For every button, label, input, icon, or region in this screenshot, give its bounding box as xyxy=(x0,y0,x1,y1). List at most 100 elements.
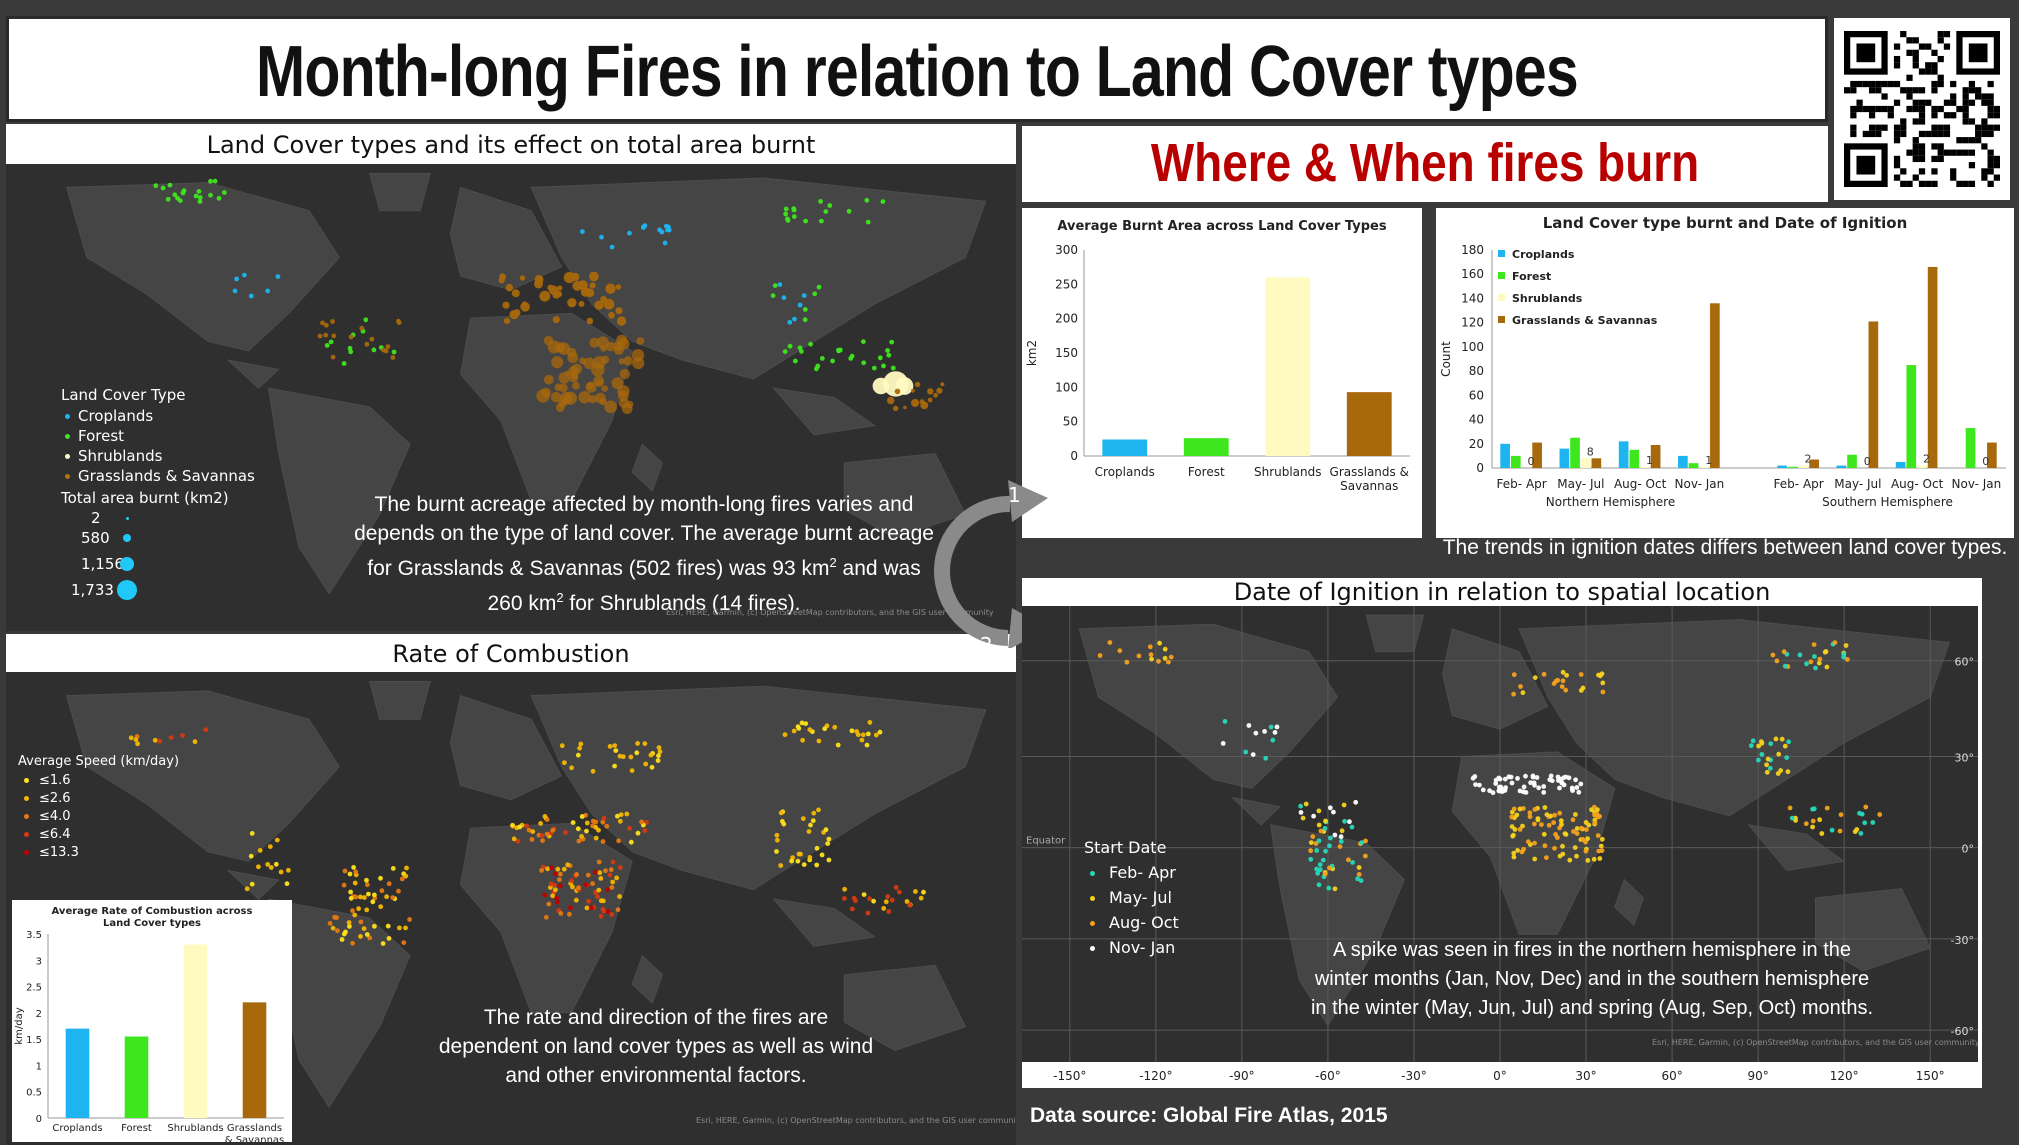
qr-module xyxy=(1893,137,1901,144)
qr-module xyxy=(1993,124,2000,131)
fire-point xyxy=(1877,812,1883,817)
qr-module xyxy=(1931,124,1938,131)
fire-point xyxy=(877,355,883,361)
bar xyxy=(1895,461,1906,468)
fire-point xyxy=(1317,862,1323,867)
fire-point xyxy=(562,760,567,766)
landmass xyxy=(226,359,280,389)
qr-module xyxy=(1844,87,1851,94)
fire-point xyxy=(801,862,807,867)
fire-point xyxy=(361,926,367,931)
fire-point xyxy=(342,868,348,874)
fire-point xyxy=(1808,659,1814,665)
bar xyxy=(1987,442,1997,468)
qr-code[interactable] xyxy=(1834,18,2010,200)
qr-module xyxy=(1925,99,1932,106)
fire-point xyxy=(1515,776,1520,781)
fire-point xyxy=(1532,675,1538,680)
fire-point xyxy=(1573,812,1578,817)
fire-point xyxy=(278,869,284,875)
fire-point xyxy=(601,355,610,364)
fire-point xyxy=(386,936,392,941)
fire-point xyxy=(584,820,590,826)
map-attribution: Esri, HERE, Garmin, (c) OpenStreetMap co… xyxy=(666,608,994,617)
fire-point xyxy=(555,866,561,872)
fire-point xyxy=(797,345,803,351)
fire-point xyxy=(1490,790,1496,796)
fire-point xyxy=(793,358,798,364)
land-cover-map[interactable]: Land Cover Type Croplands Forest Shrubland… xyxy=(6,164,1016,631)
fire-point xyxy=(865,731,871,737)
fire-point xyxy=(273,861,279,867)
fire-point xyxy=(1511,806,1517,812)
fire-point xyxy=(572,381,580,390)
landmass xyxy=(772,387,876,436)
fire-point xyxy=(591,363,605,377)
fire-point xyxy=(617,385,630,398)
fire-point xyxy=(363,317,369,323)
fire-point xyxy=(324,343,330,348)
fire-point xyxy=(799,349,804,354)
fire-point xyxy=(585,288,595,298)
qr-module xyxy=(1925,130,1932,138)
fire-point xyxy=(940,382,945,387)
fire-point xyxy=(1162,646,1168,652)
fire-point xyxy=(1358,878,1364,883)
fire-point xyxy=(1496,784,1502,790)
fire-point xyxy=(783,206,789,212)
qr-module xyxy=(1931,155,1938,163)
category-label: Aug- Oct xyxy=(1891,477,1944,491)
fire-point xyxy=(208,178,213,184)
qr-module xyxy=(1868,130,1876,138)
bar xyxy=(1102,439,1148,456)
fire-point xyxy=(346,920,352,925)
data-label: 1 xyxy=(1646,454,1653,467)
qr-module xyxy=(1912,87,1919,94)
legend-swatch xyxy=(1498,272,1505,279)
y-tick-label: 120 xyxy=(1461,316,1484,330)
qr-module xyxy=(1912,143,1919,150)
fire-point xyxy=(1535,817,1541,823)
fire-point xyxy=(583,357,596,370)
fire-point xyxy=(785,216,790,222)
qr-module xyxy=(1968,118,1976,125)
qr-module xyxy=(1931,180,1938,187)
combustion-map[interactable]: Average Speed (km/day) ≤1.6 ≤2.6 ≤4.0 ≤6.4 ≤… xyxy=(6,672,1016,1145)
qr-module xyxy=(1906,105,1913,113)
legend-swatch xyxy=(24,832,29,837)
fire-point xyxy=(907,902,913,908)
ignition-map[interactable]: Equator 60° 30° 0° -30° -60° Start Date Feb- … xyxy=(1022,606,1978,1062)
fire-point xyxy=(1571,829,1576,834)
fire-point xyxy=(572,281,583,291)
qr-module xyxy=(1918,143,1926,150)
fire-point xyxy=(801,293,807,298)
fire-point xyxy=(933,392,938,398)
fire-point xyxy=(538,821,543,826)
fire-point xyxy=(619,368,630,380)
bar xyxy=(242,1002,267,1118)
fire-point xyxy=(551,356,564,369)
qr-module xyxy=(1912,62,1919,69)
cycle-arrow-icon: 1 2 3 xyxy=(934,480,1059,648)
qr-module xyxy=(1950,168,1957,175)
qr-module xyxy=(1956,149,1963,156)
fire-point xyxy=(526,827,532,833)
fire-point xyxy=(656,745,662,750)
qr-module xyxy=(1912,37,1919,44)
fire-point xyxy=(811,810,817,816)
fire-point xyxy=(1810,824,1815,830)
fire-point xyxy=(1564,672,1569,678)
fire-point xyxy=(165,196,171,202)
landmass xyxy=(368,680,431,720)
fire-point xyxy=(385,923,391,929)
fire-point xyxy=(396,888,401,894)
fire-point xyxy=(548,881,554,887)
fire-point xyxy=(818,199,823,204)
qr-module xyxy=(1906,149,1913,156)
fire-point xyxy=(515,838,521,844)
fire-point xyxy=(921,889,926,895)
fire-point xyxy=(936,387,943,394)
fire-point xyxy=(563,830,568,835)
fire-point xyxy=(232,288,238,294)
fire-point xyxy=(274,837,280,843)
